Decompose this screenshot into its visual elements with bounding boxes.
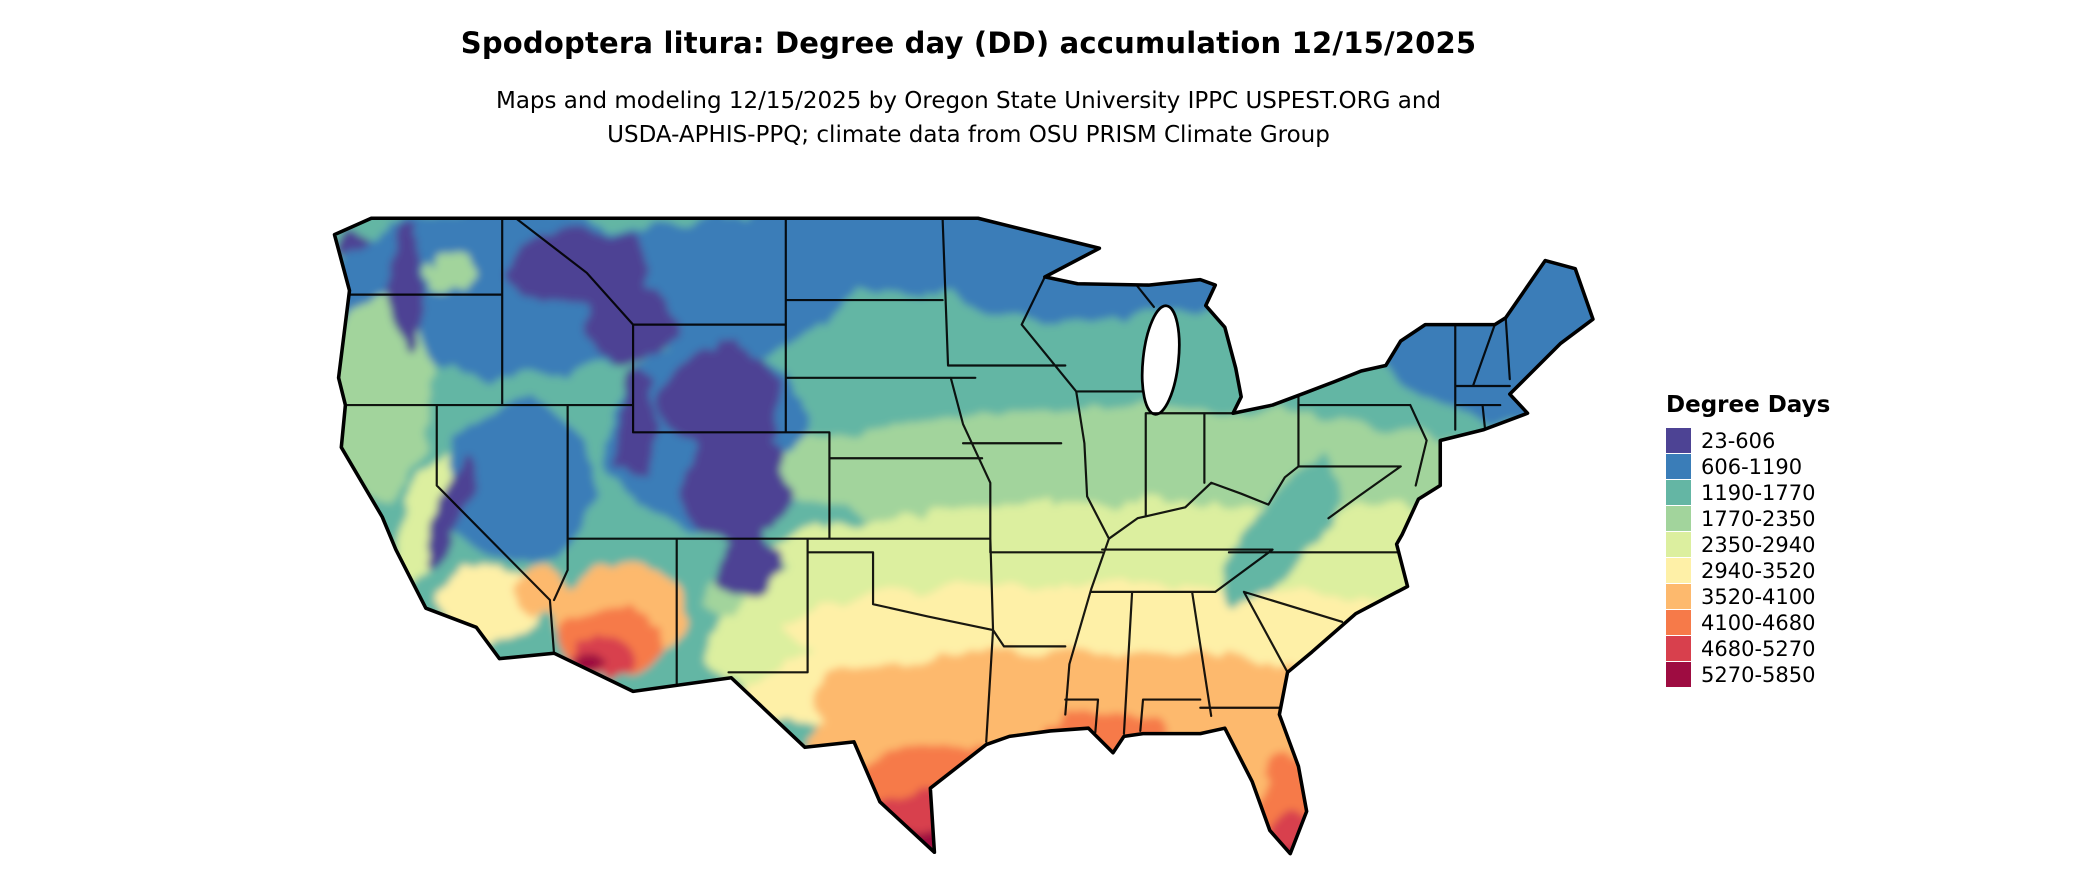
legend-item: 5270-5850 (1666, 662, 1830, 687)
subtitle-line-2: USDA-APHIS-PPQ; climate data from OSU PR… (607, 122, 1330, 148)
degree-day-map (314, 191, 1623, 892)
legend-swatch (1666, 636, 1691, 661)
legend-label: 4680-5270 (1701, 636, 1816, 661)
legend-label: 23-606 (1701, 428, 1776, 453)
legend-label: 606-1190 (1701, 454, 1803, 479)
legend-item: 4100-4680 (1666, 610, 1830, 635)
legend-item: 1190-1770 (1666, 480, 1830, 505)
legend-swatch (1666, 480, 1691, 505)
legend-swatch (1666, 558, 1691, 583)
legend-swatch (1666, 662, 1691, 687)
page-title: Spodoptera litura: Degree day (DD) accum… (460, 26, 1477, 60)
legend-item: 4680-5270 (1666, 636, 1830, 661)
map-color-layer (334, 218, 1593, 854)
legend-label: 2350-2940 (1701, 532, 1816, 557)
legend-swatch (1666, 584, 1691, 609)
legend-swatch (1666, 454, 1691, 479)
legend-swatch (1666, 610, 1691, 635)
legend-swatch (1666, 428, 1691, 453)
legend-item: 2940-3520 (1666, 558, 1830, 583)
legend-item: 606-1190 (1666, 454, 1830, 479)
us-map-svg (332, 216, 1595, 856)
legend-label: 3520-4100 (1701, 584, 1816, 609)
legend-swatch (1666, 506, 1691, 531)
us-outline (332, 216, 1595, 856)
legend-title: Degree Days (1666, 392, 1831, 418)
legend-label: 5270-5850 (1701, 662, 1816, 687)
legend-item: 3520-4100 (1666, 584, 1830, 609)
legend-swatch (1666, 532, 1691, 557)
subtitle-line-1: Maps and modeling 12/15/2025 by Oregon S… (495, 88, 1442, 114)
legend-item: 23-606 (1666, 428, 1830, 453)
legend-item: 1770-2350 (1666, 506, 1830, 531)
state-borders (344, 218, 1511, 743)
legend: Degree Days 23-606 606-1190 1190-1770 17… (1666, 392, 1830, 688)
legend-item: 2350-2940 (1666, 532, 1830, 557)
page-subtitle: Maps and modeling 12/15/2025 by Oregon S… (314, 84, 1623, 152)
legend-label: 1190-1770 (1701, 480, 1816, 505)
legend-label: 2940-3520 (1701, 558, 1816, 583)
legend-label: 4100-4680 (1701, 610, 1816, 635)
legend-label: 1770-2350 (1701, 506, 1816, 531)
